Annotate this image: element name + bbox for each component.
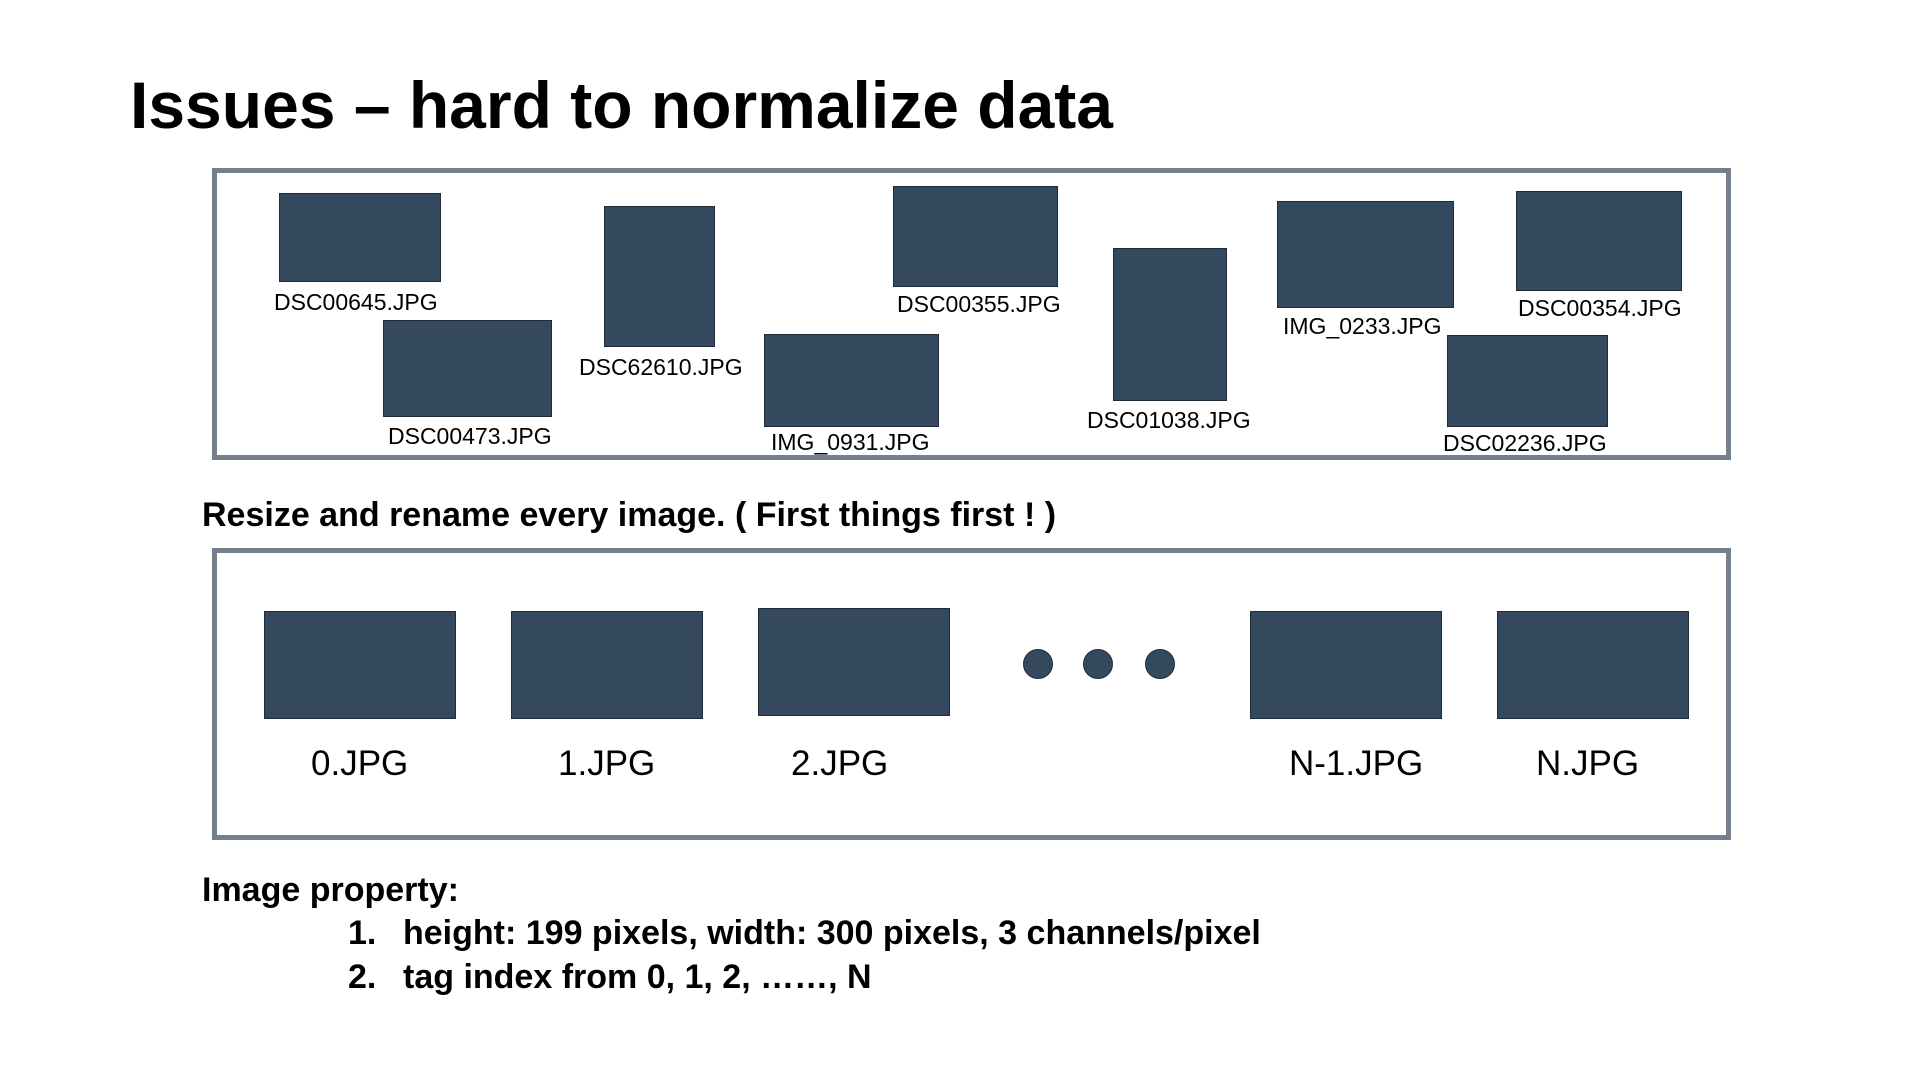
image-thumbnail: [758, 608, 950, 716]
image-filename: 2.JPG: [791, 744, 889, 783]
property-item: 2. tag index from 0, 1, 2, ……, N: [348, 960, 1261, 1004]
property-list: 1. height: 199 pixels, width: 300 pixels…: [348, 916, 1261, 1004]
image-filename: DSC00473.JPG: [388, 423, 552, 449]
image-thumbnail: [604, 206, 715, 347]
slide-title: Issues – hard to normalize data: [130, 68, 1113, 142]
image-thumbnail: [279, 193, 441, 282]
image-filename: 1.JPG: [558, 744, 656, 783]
item-text: tag index from 0, 1, 2, ……, N: [403, 958, 872, 996]
property-item: 1. height: 199 pixels, width: 300 pixels…: [348, 916, 1261, 960]
image-thumbnail: [1516, 191, 1682, 291]
image-thumbnail: [264, 611, 456, 719]
image-thumbnail: [383, 320, 552, 417]
image-thumbnail: [764, 334, 939, 427]
image-thumbnail: [1447, 335, 1608, 427]
image-filename: DSC00645.JPG: [274, 289, 438, 315]
renamed-images-panel: 0.JPG 1.JPG 2.JPG N-1.JPG N.JPG: [212, 548, 1731, 840]
ellipsis-dot: [1023, 649, 1053, 679]
image-filename: DSC00355.JPG: [897, 291, 1061, 317]
ellipsis-dot: [1145, 649, 1175, 679]
item-number: 1.: [348, 914, 377, 952]
image-thumbnail: [1497, 611, 1689, 719]
property-heading: Image property:: [202, 871, 459, 909]
image-filename: 0.JPG: [311, 744, 409, 783]
image-thumbnail: [1250, 611, 1442, 719]
image-filename: DSC00354.JPG: [1518, 295, 1682, 321]
image-thumbnail: [893, 186, 1058, 287]
image-thumbnail: [511, 611, 703, 719]
image-thumbnail: [1277, 201, 1454, 308]
image-filename: DSC02236.JPG: [1443, 430, 1607, 456]
item-number: 2.: [348, 958, 377, 996]
image-filename: N.JPG: [1536, 744, 1640, 783]
image-filename: IMG_0931.JPG: [771, 429, 930, 455]
step-instruction: Resize and rename every image. ( First t…: [202, 496, 1057, 534]
item-text: height: 199 pixels, width: 300 pixels, 3…: [403, 914, 1261, 952]
image-filename: IMG_0233.JPG: [1283, 313, 1442, 339]
image-thumbnail: [1113, 248, 1227, 401]
image-filename: N-1.JPG: [1289, 744, 1424, 783]
raw-images-panel: DSC00645.JPG DSC00473.JPG DSC62610.JPG I…: [212, 168, 1731, 460]
ellipsis-dot: [1083, 649, 1113, 679]
image-filename: DSC01038.JPG: [1087, 407, 1251, 433]
image-filename: DSC62610.JPG: [579, 354, 743, 380]
